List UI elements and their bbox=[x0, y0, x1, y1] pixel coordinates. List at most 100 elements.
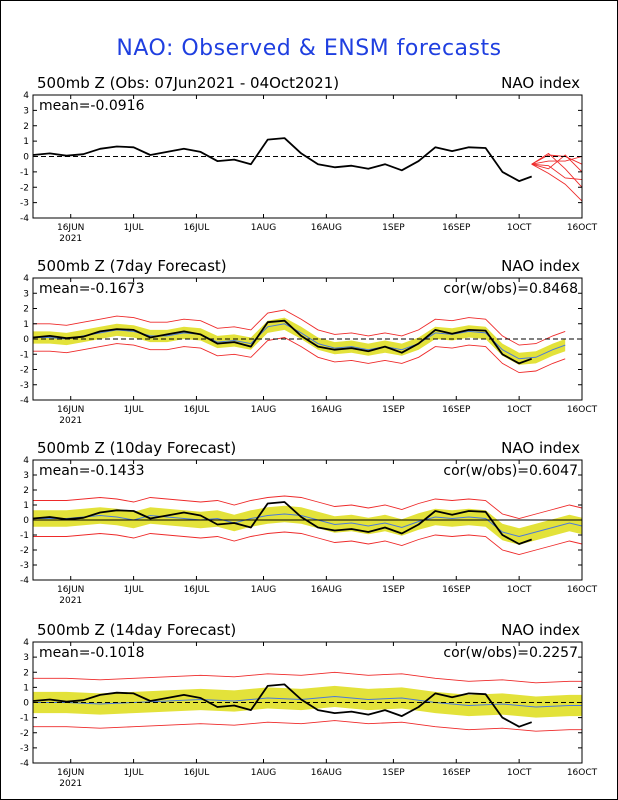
x-tick-label: 16SEP bbox=[442, 405, 471, 415]
ensemble-upper-bound-line bbox=[33, 309, 566, 346]
ensemble-lower-bound-line bbox=[33, 531, 583, 555]
panel-index-label: NAO index bbox=[501, 257, 580, 275]
observed-nao-line bbox=[32, 137, 533, 182]
mean-label: mean=-0.0916 bbox=[39, 98, 145, 114]
y-tick-label: 1 bbox=[23, 683, 29, 693]
y-tick-label: 2 bbox=[23, 486, 29, 496]
x-tick-label: 1SEP bbox=[382, 585, 405, 595]
panel-index-label: NAO index bbox=[501, 74, 580, 92]
x-tick-label: 16SEP bbox=[442, 223, 471, 233]
x-tick-label: 1OCT bbox=[507, 405, 532, 415]
x-tick-label: 1AUG bbox=[251, 585, 276, 595]
y-tick-label: 1 bbox=[23, 137, 29, 147]
ensemble-mean-line bbox=[33, 513, 583, 538]
observed-nao-line bbox=[32, 319, 533, 365]
y-tick-label: -3 bbox=[20, 561, 29, 571]
x-tick-label: 16AUG bbox=[311, 585, 342, 595]
y-tick-label: 1 bbox=[23, 320, 29, 330]
y-tick-label: 3 bbox=[23, 289, 29, 299]
x-tick-label: 1OCT bbox=[507, 223, 532, 233]
y-tick-label: -1 bbox=[20, 168, 29, 178]
y-tick-label: -1 bbox=[20, 350, 29, 360]
x-tick-label: 16AUG bbox=[311, 405, 342, 415]
x-year-label: 2021 bbox=[59, 596, 82, 606]
forecast-member-line-4 bbox=[531, 156, 583, 165]
x-tick-label: 16AUG bbox=[311, 223, 342, 233]
figure-title: NAO: Observed & ENSM forecasts bbox=[116, 36, 502, 61]
y-tick-label: 4 bbox=[23, 638, 29, 648]
y-tick-label: -3 bbox=[20, 199, 29, 209]
x-tick-label: 16JUN bbox=[57, 405, 84, 415]
y-tick-label: 3 bbox=[23, 653, 29, 663]
x-tick-label: 16JUN bbox=[57, 223, 84, 233]
y-tick-label: 0 bbox=[23, 335, 29, 345]
forecast-member-line-6 bbox=[531, 154, 583, 165]
x-tick-label: 1JUL bbox=[124, 585, 144, 595]
y-tick-label: 0 bbox=[23, 516, 29, 526]
y-tick-label: 3 bbox=[23, 106, 29, 116]
y-tick-label: -2 bbox=[20, 729, 29, 739]
forecast-member-line-5 bbox=[531, 163, 583, 181]
panel-1: 500mb Z (Obs: 07Jun2021 - 04Oct2021) NAO … bbox=[20, 74, 598, 244]
observed-nao-line bbox=[32, 683, 533, 728]
y-tick-label: -1 bbox=[20, 714, 29, 724]
observed-nao-line bbox=[32, 501, 533, 545]
y-tick-label: 1 bbox=[23, 501, 29, 511]
correlation-label: cor(w/obs)=0.6047 bbox=[443, 463, 578, 479]
y-tick-label: -4 bbox=[20, 759, 29, 769]
x-tick-label: 16JUN bbox=[57, 585, 84, 595]
x-tick-label: 1SEP bbox=[382, 223, 405, 233]
x-tick-label: 1AUG bbox=[251, 768, 276, 778]
correlation-label: cor(w/obs)=0.8468 bbox=[443, 281, 578, 297]
y-tick-label: -3 bbox=[20, 744, 29, 754]
ensemble-lower-bound-line bbox=[33, 720, 582, 732]
x-tick-label: 16OCT bbox=[567, 768, 598, 778]
x-tick-label: 1JUL bbox=[124, 405, 144, 415]
forecast-member-line-3 bbox=[531, 163, 583, 202]
panel-4: 500mb Z (14day Forecast) NAO index mean=-0… bbox=[20, 621, 598, 789]
x-tick-label: 1AUG bbox=[251, 223, 276, 233]
x-tick-label: 1OCT bbox=[507, 585, 532, 595]
x-tick-label: 1JUL bbox=[124, 223, 144, 233]
y-tick-label: 2 bbox=[23, 305, 29, 315]
x-year-label: 2021 bbox=[59, 234, 82, 244]
mean-label: mean=-0.1018 bbox=[39, 645, 144, 661]
panel-index-label: NAO index bbox=[501, 621, 580, 639]
panel-title: 500mb Z (10day Forecast) bbox=[37, 439, 236, 457]
x-tick-label: 16JUL bbox=[184, 405, 210, 415]
panel-title: 500mb Z (Obs: 07Jun2021 - 04Oct2021) bbox=[37, 74, 339, 92]
panel-title: 500mb Z (7day Forecast) bbox=[37, 257, 227, 275]
y-tick-label: 3 bbox=[23, 471, 29, 481]
ensemble-upper-bound-line bbox=[33, 495, 583, 519]
x-tick-label: 16JUL bbox=[184, 768, 210, 778]
x-year-label: 2021 bbox=[59, 416, 82, 426]
y-tick-label: 0 bbox=[23, 153, 29, 163]
mean-label: mean=-0.1673 bbox=[39, 281, 144, 297]
x-tick-label: 16OCT bbox=[567, 585, 598, 595]
ensemble-lower-bound-line bbox=[33, 337, 566, 374]
y-tick-label: 4 bbox=[23, 456, 29, 466]
correlation-label: cor(w/obs)=0.2257 bbox=[443, 645, 578, 661]
ensemble-spread-band bbox=[33, 317, 566, 365]
y-tick-label: -2 bbox=[20, 183, 29, 193]
y-tick-label: 2 bbox=[23, 122, 29, 132]
y-tick-label: -2 bbox=[20, 546, 29, 556]
y-tick-label: 0 bbox=[23, 699, 29, 709]
ensemble-mean-line bbox=[33, 323, 566, 360]
y-tick-label: -4 bbox=[20, 214, 29, 224]
y-tick-label: 2 bbox=[23, 668, 29, 678]
ensemble-spread-band bbox=[33, 685, 582, 718]
ensemble-upper-bound-line bbox=[33, 671, 582, 684]
ensemble-mean-line bbox=[33, 695, 582, 708]
panel-3: 500mb Z (10day Forecast) NAO index mean=-0… bbox=[20, 439, 598, 606]
x-tick-label: 16JUL bbox=[184, 585, 210, 595]
x-tick-label: 1SEP bbox=[382, 405, 405, 415]
x-tick-label: 16OCT bbox=[567, 405, 598, 415]
y-tick-label: -2 bbox=[20, 366, 29, 376]
x-tick-label: 1AUG bbox=[251, 405, 276, 415]
y-tick-label: -1 bbox=[20, 531, 29, 541]
panel-2: 500mb Z (7day Forecast) NAO index mean=-0.… bbox=[20, 257, 598, 426]
y-tick-label: -3 bbox=[20, 381, 29, 391]
y-tick-label: 4 bbox=[23, 274, 29, 284]
x-tick-label: 1OCT bbox=[507, 768, 532, 778]
